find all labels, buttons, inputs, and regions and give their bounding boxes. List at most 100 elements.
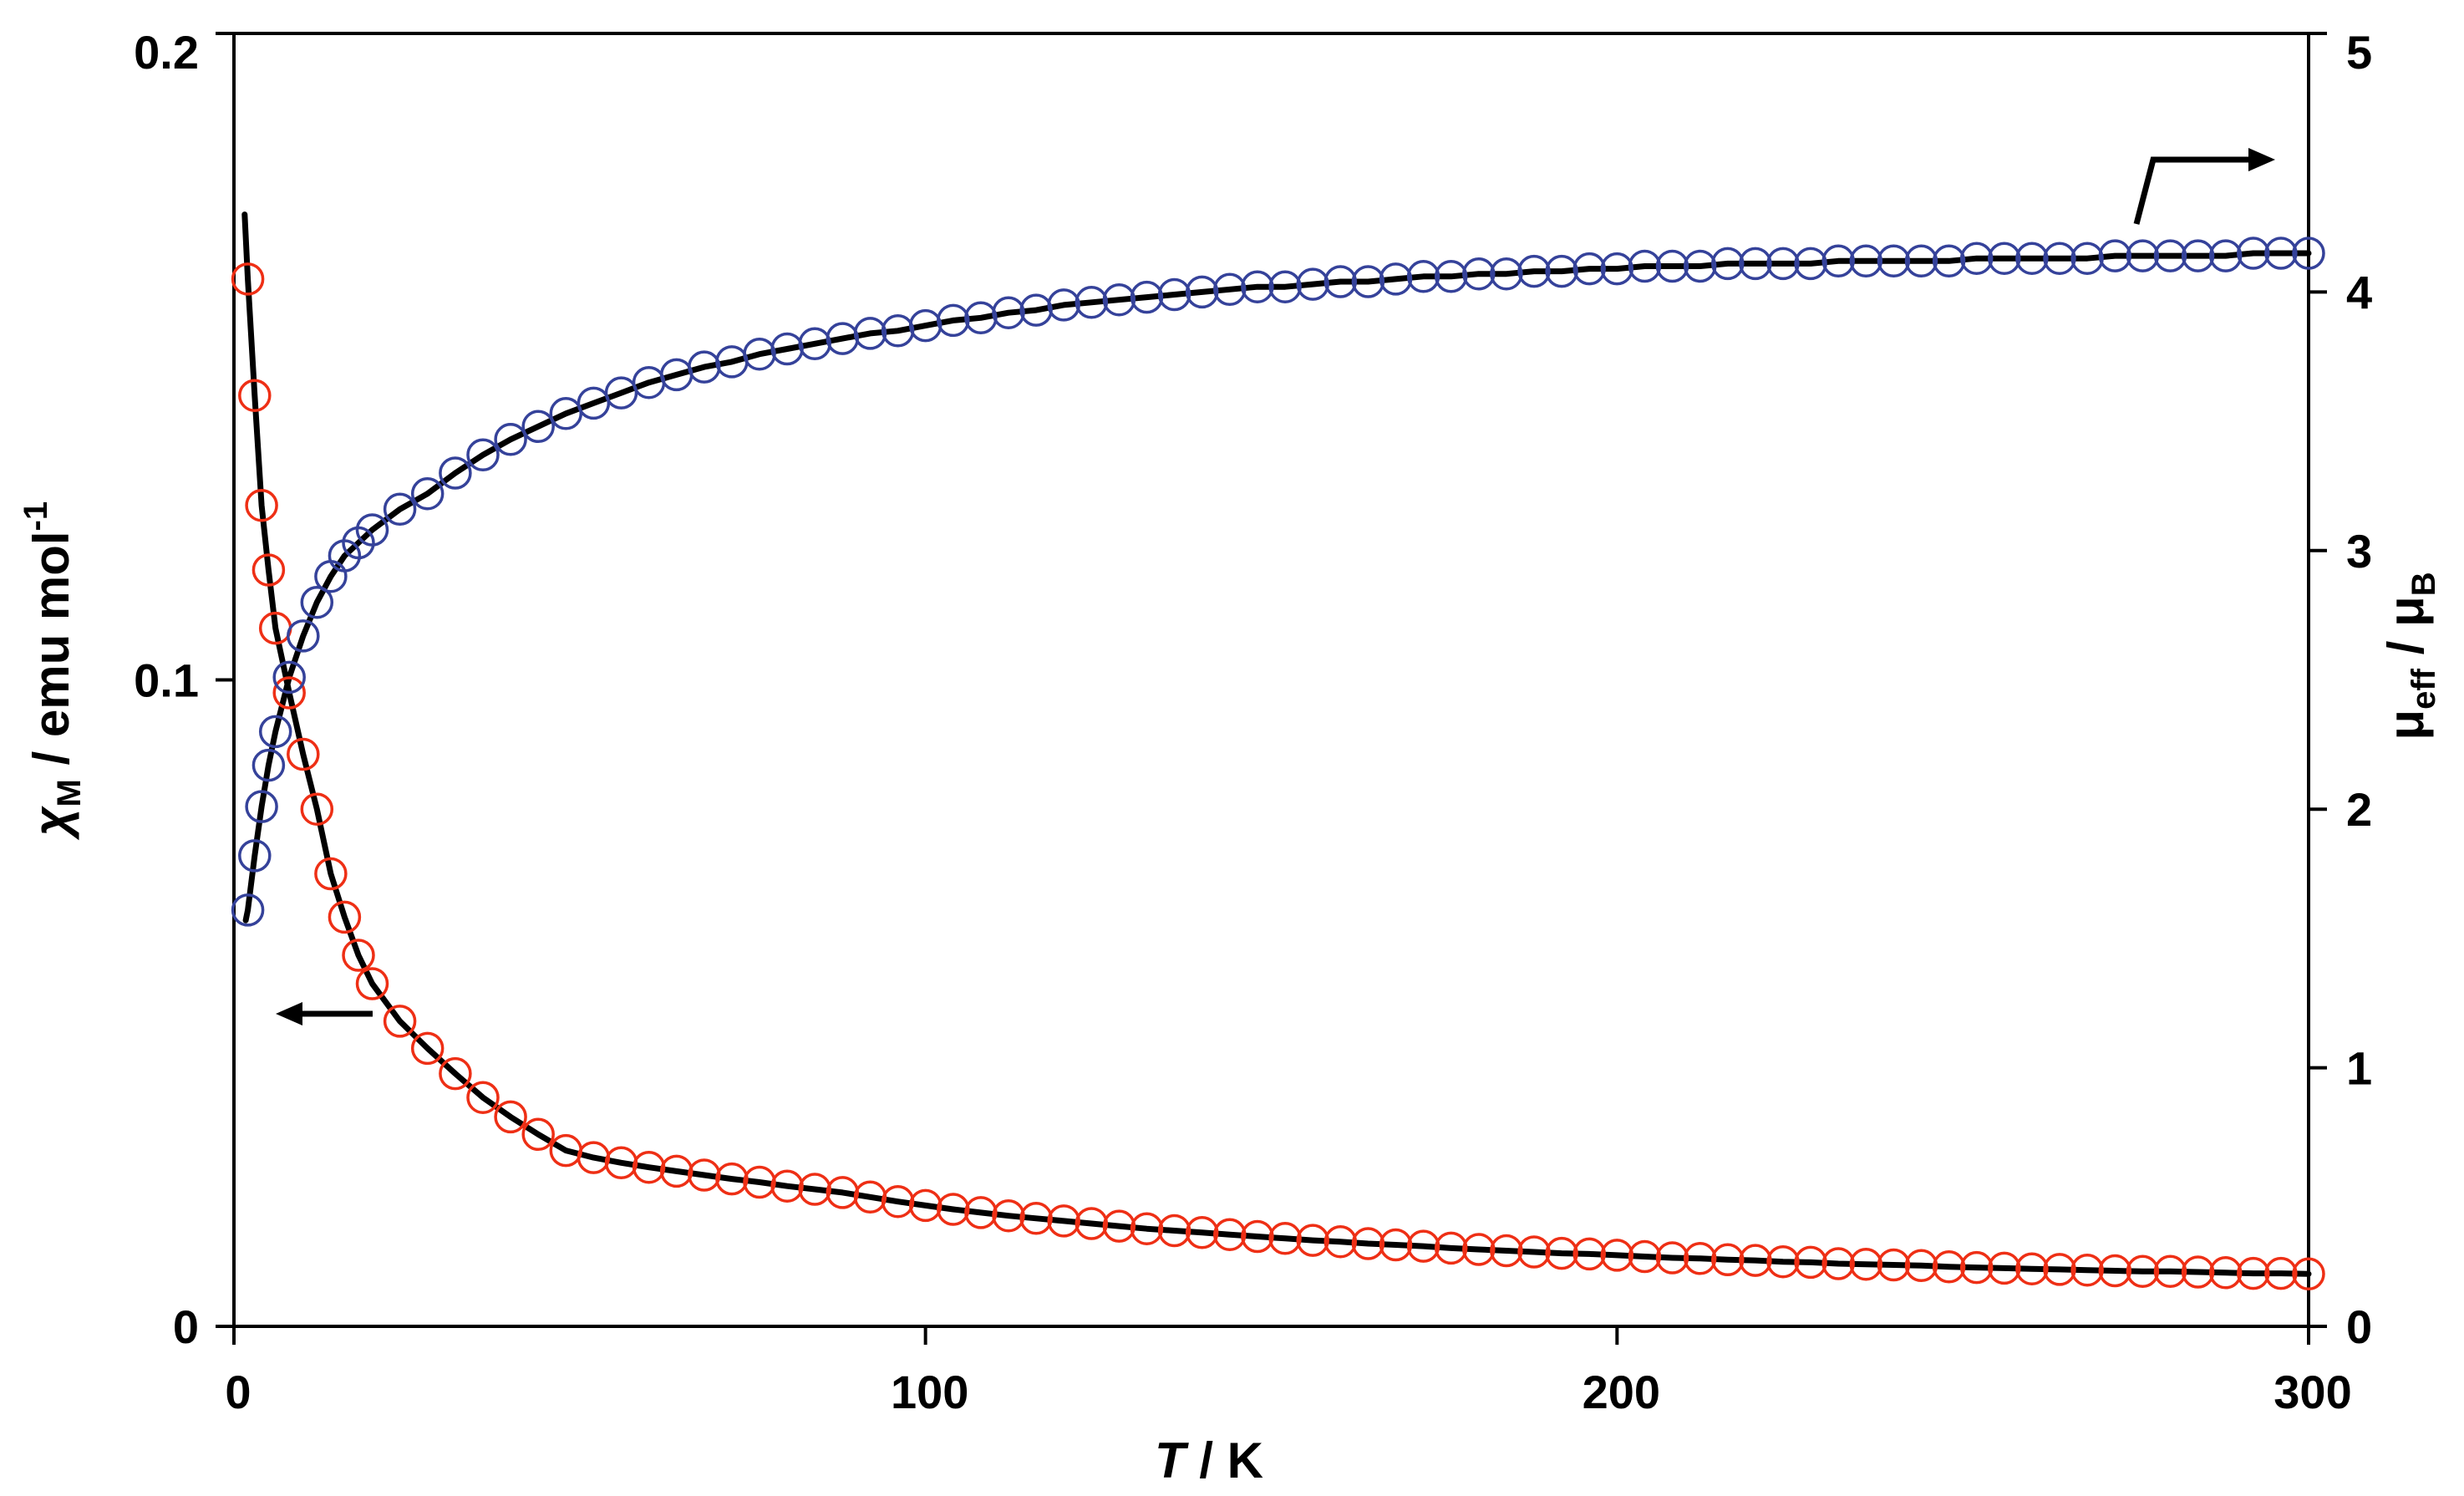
chi-data-point: [1766, 1244, 1800, 1279]
mu-data-point: [2015, 242, 2049, 275]
mu-data-point: [1711, 247, 1745, 281]
chi-data-point: [1904, 1249, 1938, 1283]
chi-data-point: [1711, 1243, 1745, 1277]
chi-data-point: [272, 676, 306, 710]
mu-data-point: [2181, 239, 2215, 272]
chi-data-point: [908, 1188, 942, 1223]
chi-data-point: [659, 1154, 693, 1188]
chi-data-point: [342, 939, 375, 972]
mu-fit-line: [242, 250, 2312, 924]
mu-data-point: [964, 301, 998, 335]
chi-exponent: -1: [18, 501, 54, 532]
x-tick-label: 0: [225, 1366, 251, 1418]
chi-data-point: [238, 379, 272, 412]
chi-data-point: [1406, 1229, 1440, 1263]
chi-data-point: [1932, 1250, 1966, 1284]
mu-data-point: [1877, 244, 1911, 278]
chi-data-point: [937, 1193, 970, 1226]
mu-data-point: [1849, 244, 1883, 278]
mu-data-point: [1434, 260, 1468, 293]
y-right-tick-label: 3: [2346, 525, 2372, 578]
mu-data-point: [992, 296, 1025, 329]
mu-data-point: [853, 317, 887, 350]
chi-data-point: [1877, 1248, 1911, 1282]
chi-data-point: [1683, 1242, 1717, 1275]
chi-data-point: [410, 1031, 445, 1066]
mu-data-point: [1268, 270, 1302, 303]
chi-data-point: [300, 792, 334, 826]
chi-data-points: [231, 262, 2325, 1291]
chi-symbol: χ: [23, 805, 79, 841]
chi-data-point: [1434, 1231, 1468, 1265]
mu-data-point: [2237, 237, 2270, 270]
mu-data-point: [300, 585, 334, 619]
mu-separator: /: [2378, 627, 2434, 669]
chi-data-point: [2098, 1254, 2132, 1288]
x-axis-symbol: T: [1155, 1432, 1189, 1488]
y-right-tick-label: 5: [2346, 26, 2372, 79]
mu-data-point: [1075, 286, 1109, 319]
mu-data-point: [1988, 242, 2021, 275]
mu-data-point: [1130, 280, 1164, 314]
chi-data-point: [1351, 1227, 1385, 1260]
chi-data-point: [853, 1180, 887, 1214]
chi-data-point: [2292, 1257, 2325, 1291]
chi-data-point: [1075, 1207, 1109, 1240]
mu-data-point: [2208, 239, 2243, 272]
mu-bohr-subscript: B: [2406, 572, 2442, 596]
chi-data-point: [439, 1056, 472, 1091]
x-axis-title: T / K: [1155, 1432, 1263, 1488]
mu-data-point: [2070, 242, 2104, 275]
chi-data-point: [604, 1146, 638, 1180]
chi-fit-line: [241, 211, 2312, 1277]
mu-data-point: [1904, 244, 1938, 278]
chi-data-point: [743, 1165, 776, 1199]
mu-data-point: [1379, 262, 1413, 296]
mu-data-point: [494, 423, 527, 456]
chi-data-point: [355, 967, 389, 1000]
chi-data-point: [1628, 1239, 1662, 1274]
mu-data-point: [258, 715, 292, 749]
chi-data-point: [715, 1162, 749, 1196]
chi-data-point: [383, 1005, 417, 1038]
mu-data-point: [410, 476, 445, 511]
mu-data-point: [1683, 249, 1717, 283]
mu-data-point: [521, 410, 555, 444]
chi-data-point: [688, 1158, 721, 1192]
chi-data-point: [2237, 1256, 2270, 1290]
mu-data-point: [1932, 244, 1966, 278]
chi-data-point: [287, 737, 320, 771]
x-axis-units: / K: [1186, 1432, 1263, 1488]
chi-data-point: [2126, 1254, 2160, 1289]
fit-lines: [241, 211, 2312, 1277]
chi-data-point: [1517, 1235, 1551, 1269]
chi-data-point: [2070, 1253, 2104, 1287]
chi-data-point: [881, 1184, 915, 1219]
y-right-tick-label: 0: [2346, 1300, 2372, 1353]
mu-data-point: [1157, 277, 1191, 312]
chi-data-point: [770, 1169, 804, 1203]
chi-data-point: [1959, 1250, 1994, 1285]
y-right-tick-label: 1: [2346, 1042, 2372, 1095]
plot-frame: [232, 32, 2310, 1328]
chi-data-point: [1241, 1219, 1274, 1254]
mu-data-point: [1490, 257, 1523, 291]
mu-data-point: [2126, 239, 2160, 272]
mu-data-point: [245, 790, 278, 823]
mu-data-point: [1517, 254, 1551, 288]
mu-data-point: [1406, 260, 1440, 293]
chi-data-point: [2208, 1256, 2243, 1290]
chi-data-point: [1462, 1233, 1496, 1266]
chi-data-point: [1545, 1236, 1578, 1270]
mu-bohr-symbol: μ: [2378, 596, 2434, 627]
mu-data-point: [1185, 275, 1219, 309]
chi-data-point: [245, 488, 278, 522]
chi-data-point: [466, 1081, 500, 1114]
mu-data-point: [937, 303, 970, 338]
y-right-tick-label: 4: [2346, 266, 2372, 318]
chi-data-point: [1296, 1224, 1329, 1257]
chi-data-point: [1047, 1204, 1080, 1238]
y-left-tick-label: 0.2: [134, 26, 199, 79]
chi-data-point: [2181, 1255, 2215, 1289]
